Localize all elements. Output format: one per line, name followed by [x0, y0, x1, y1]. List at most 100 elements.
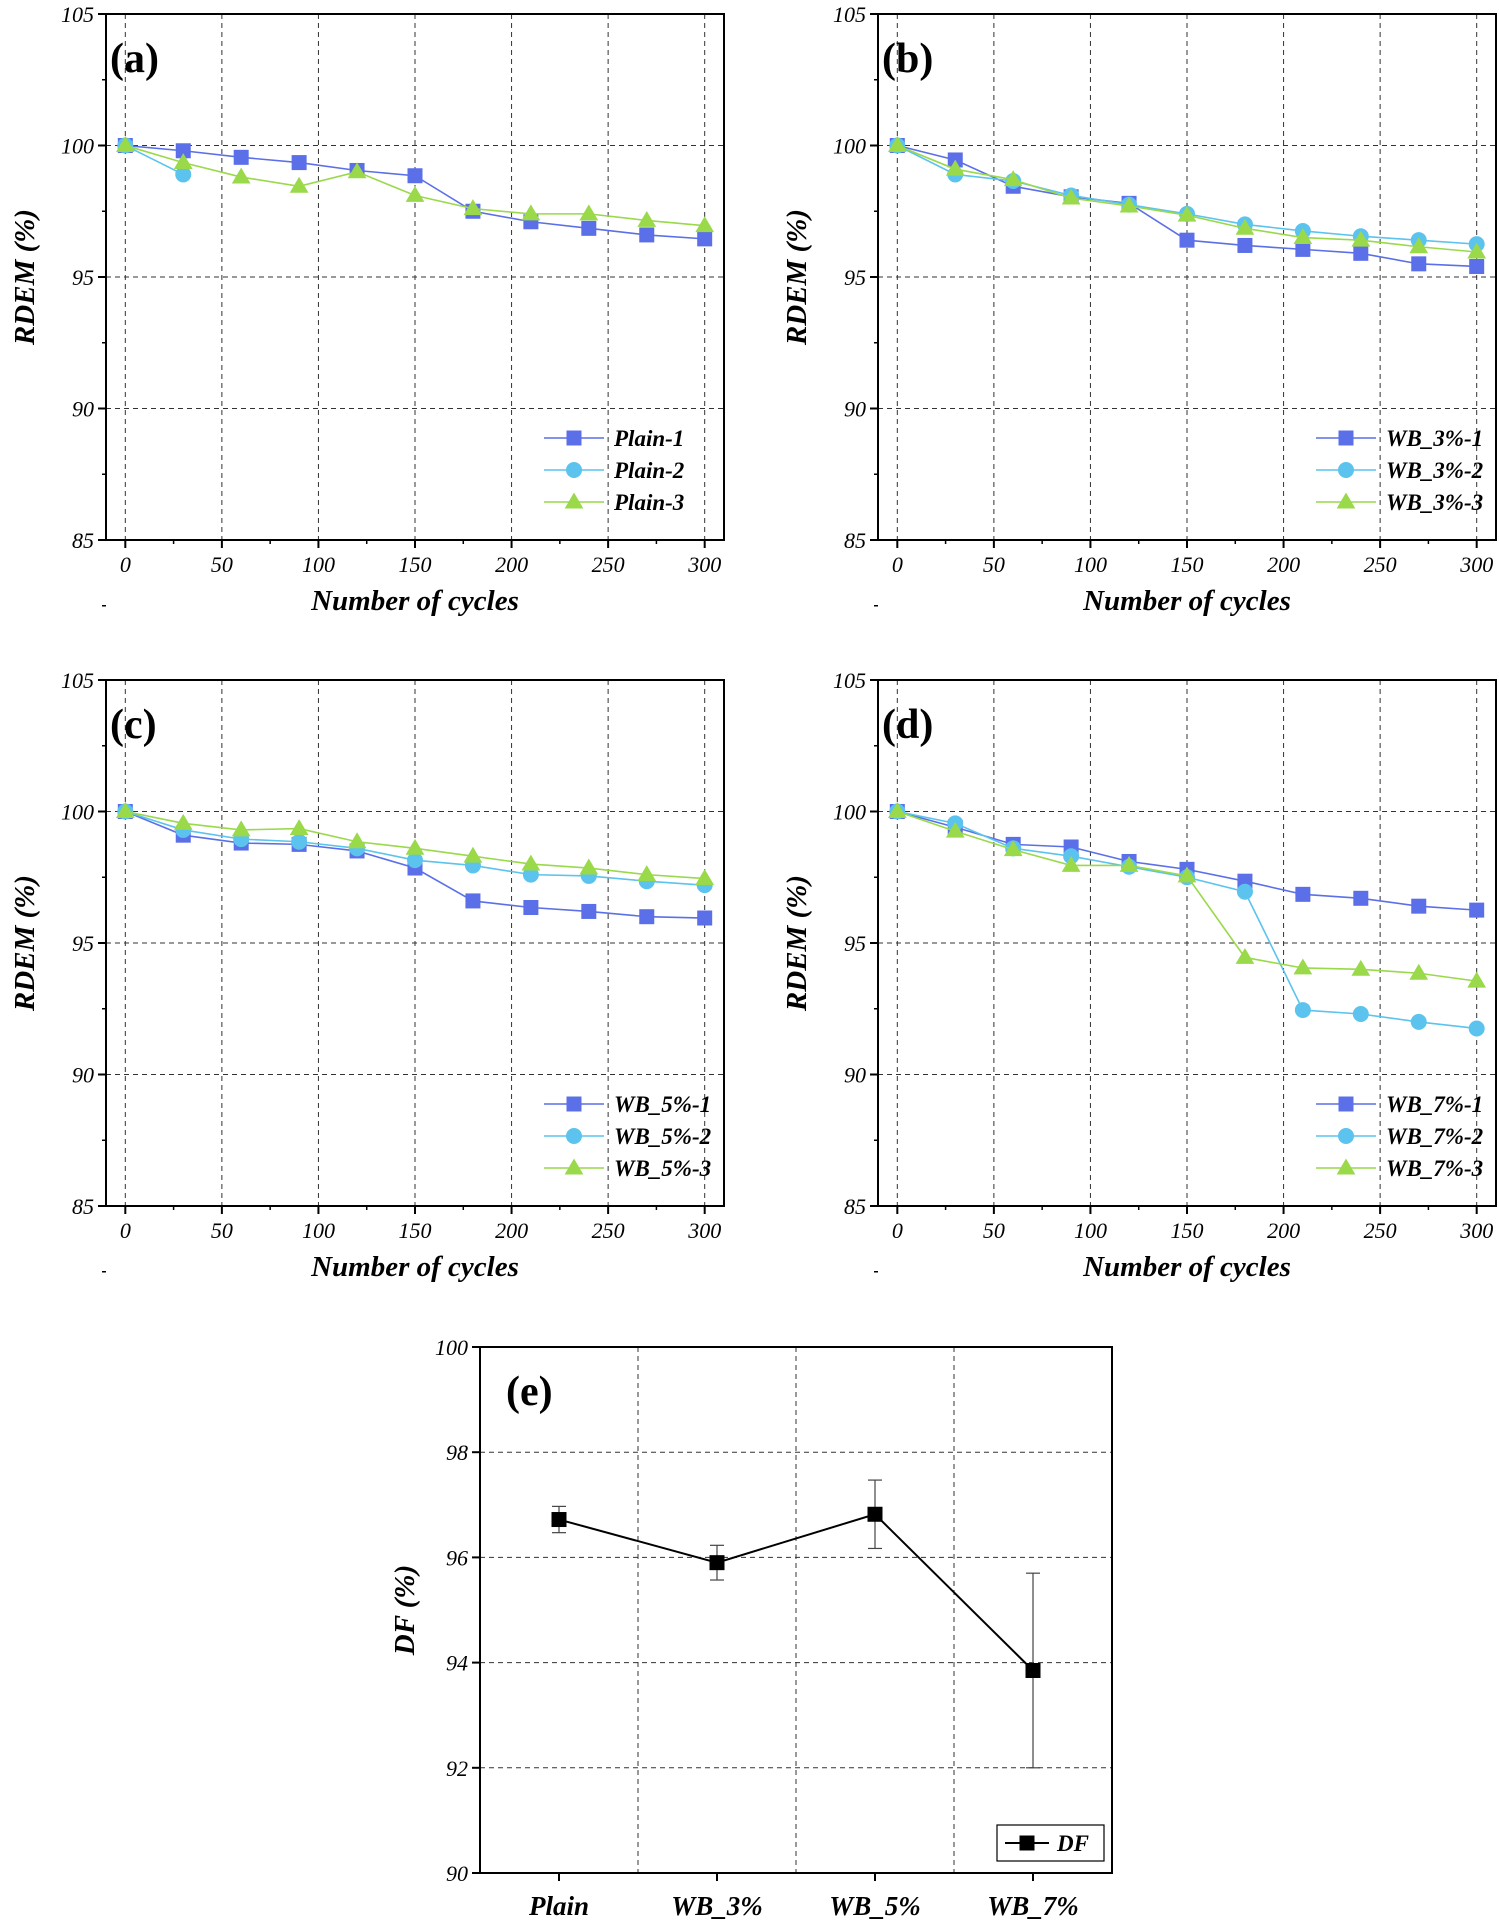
x-tick-label: 200 [495, 1218, 528, 1243]
data-point [289, 176, 309, 193]
x-tick-label: 50 [983, 552, 1005, 577]
x-category-label: WB_7% [987, 1891, 1079, 1921]
data-point [1295, 886, 1311, 902]
data-point [1179, 232, 1195, 248]
legend-label: WB_7%-3 [1386, 1156, 1483, 1181]
data-point [867, 1506, 883, 1522]
y-tick-label: 100 [833, 134, 866, 159]
legend-label: Plain-3 [613, 490, 684, 515]
x-tick-label: 100 [302, 552, 335, 577]
data-point [1351, 959, 1371, 976]
y-tick-label: 85 [844, 1194, 866, 1219]
data-point [697, 910, 713, 926]
y-tick-label: 85 [844, 528, 866, 553]
x-tick-label: 100 [1074, 552, 1107, 577]
grid [106, 14, 724, 540]
panel-label: (b) [882, 36, 933, 82]
legend-label: WB_3%-2 [1386, 458, 1483, 483]
x-tick-label: 250 [1364, 552, 1397, 577]
y-tick-label: 90 [446, 1861, 468, 1886]
data-point [581, 220, 597, 236]
data-point [291, 155, 307, 171]
x-tick-label: 50 [983, 1218, 1005, 1243]
y-tick-label: 105 [833, 2, 866, 27]
data-point [1003, 840, 1023, 857]
data-point [1119, 855, 1139, 872]
data-point [1119, 196, 1139, 213]
grid [480, 1347, 1112, 1873]
data-point [639, 909, 655, 925]
y-tick-label: 105 [833, 668, 866, 693]
data-point [637, 210, 657, 227]
legend-label: WB_5%-3 [614, 1156, 711, 1181]
x-tick-label: 300 [687, 1218, 721, 1243]
legend-label: WB_7%-1 [1386, 1092, 1483, 1117]
data-point [231, 167, 251, 184]
data-point [1353, 245, 1369, 261]
data-point [347, 832, 367, 849]
x-tick-label: 200 [495, 552, 528, 577]
panel-label: (a) [110, 36, 159, 82]
data-point [1293, 958, 1313, 975]
data-point [695, 216, 715, 233]
y-tick-label: 105 [61, 668, 94, 693]
legend: DF [996, 1824, 1105, 1862]
y-tick-label: 95 [844, 931, 866, 956]
data-point [945, 821, 965, 838]
legend: WB_3%-1 WB_3%-2 WB_3%-3 [1316, 426, 1483, 515]
grid [878, 680, 1496, 1206]
data-point [231, 820, 251, 837]
x-tick-label: 150 [399, 552, 432, 577]
data-point [581, 903, 597, 919]
legend-marker [566, 462, 582, 478]
data-point [1061, 188, 1081, 205]
y-tick-label: 105 [61, 2, 94, 27]
data-point [1469, 902, 1485, 918]
y-axis-title: RDEM (%) [781, 209, 813, 346]
x-tick-label: 250 [592, 1218, 625, 1243]
data-point [523, 899, 539, 915]
x-tick-label: 0 [892, 1218, 903, 1243]
data-point [1411, 256, 1427, 272]
x-tick-label: 0 [120, 1218, 131, 1243]
data-point [115, 136, 135, 152]
y-tick-label: 100 [61, 134, 94, 159]
legend-label: WB_3%-1 [1386, 426, 1483, 451]
y-tick-label: 95 [72, 931, 94, 956]
x-tick-label: 150 [399, 1218, 432, 1243]
data-point [115, 802, 135, 818]
data-point [637, 865, 657, 882]
y-tick-label: 90 [72, 397, 94, 422]
data-point [1411, 898, 1427, 914]
legend-label: Plain-2 [613, 458, 684, 483]
legend-marker [566, 1128, 582, 1144]
x-tick-label: 50 [211, 1218, 233, 1243]
x-tick-label: 100 [1074, 1218, 1107, 1243]
data-point [1469, 258, 1485, 274]
data-point [233, 149, 249, 165]
data-point [1177, 866, 1197, 883]
x-tick-label: 250 [1364, 1218, 1397, 1243]
data-point [1294, 1002, 1311, 1019]
x-tick-label: 300 [687, 552, 721, 577]
data-point [887, 802, 907, 818]
panel-label: (d) [882, 702, 933, 748]
y-tick-label: 90 [844, 397, 866, 422]
x-axis-title: Number of cycles [1082, 1251, 1291, 1283]
legend-label: WB_3%-3 [1386, 490, 1483, 515]
data-point [1003, 170, 1023, 187]
data-point [639, 227, 655, 243]
legend-marker [1338, 462, 1354, 478]
legend: WB_7%-1 WB_7%-2 WB_7%-3 [1316, 1092, 1483, 1181]
data-point [1177, 205, 1197, 222]
legend-marker [1019, 1835, 1035, 1851]
panel-2: 85 90 95 100 105 0 50 100 150 200 250 300 Number of … [9, 668, 725, 1283]
x-tick-label: 200 [1267, 552, 1300, 577]
data-point [407, 168, 423, 184]
legend-marker [1338, 1128, 1354, 1144]
legend-marker [566, 1096, 582, 1112]
panel-0: 85 90 95 100 105 0 50 100 150 200 250 300 Number of … [9, 2, 725, 617]
series-Plain-1 [117, 138, 713, 247]
panel-1: 85 90 95 100 105 0 50 100 150 200 250 300 Number of … [781, 2, 1497, 617]
y-axis-title: RDEM (%) [9, 209, 41, 346]
